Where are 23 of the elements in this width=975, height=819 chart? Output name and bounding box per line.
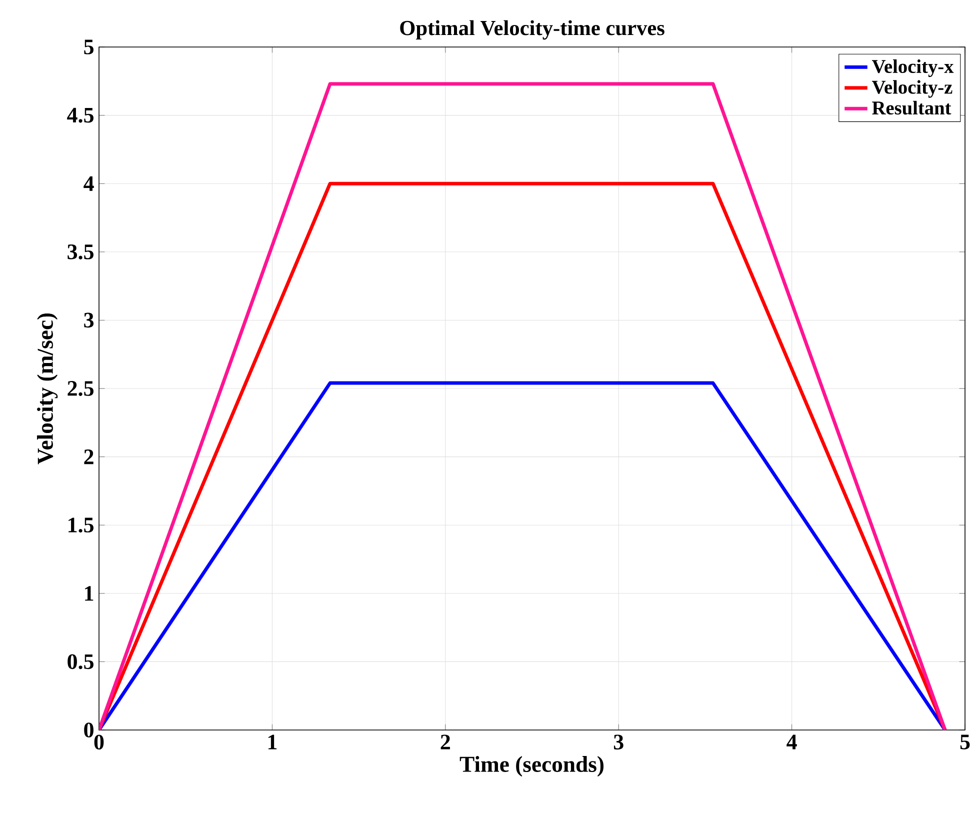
legend-label: Resultant xyxy=(872,100,952,115)
y-tick-label: 2.5 xyxy=(68,381,94,396)
x-axis-title: Time (seconds) xyxy=(460,756,604,777)
y-tick-label: 4.5 xyxy=(67,108,94,123)
x-tick-label: 5 xyxy=(960,734,970,750)
x-tick-label: 1 xyxy=(268,734,277,750)
chart-title: Optimal Velocity-time curves xyxy=(400,20,664,40)
x-tick-label: 4 xyxy=(786,734,797,750)
y-tick-label: 3.5 xyxy=(68,244,94,260)
x-tick-label: 0 xyxy=(94,734,104,750)
y-tick-label: 1 xyxy=(85,586,94,601)
y-tick-label: 2 xyxy=(84,450,94,464)
x-tick-label: 2 xyxy=(440,734,450,750)
y-tick-label: 5 xyxy=(84,40,94,54)
x-tick-label: 3 xyxy=(614,734,624,750)
legend-label: Velocity-z xyxy=(872,80,952,98)
y-tick-label: 0 xyxy=(84,722,94,738)
y-tick-label: 1.5 xyxy=(68,518,94,533)
y-axis-title: Velocity (m/sec) xyxy=(37,313,58,464)
legend-label: Velocity-x xyxy=(872,59,954,78)
y-tick-label: 0.5 xyxy=(68,654,94,670)
y-tick-label: 4 xyxy=(84,176,94,191)
y-tick-label: 3 xyxy=(84,312,94,328)
